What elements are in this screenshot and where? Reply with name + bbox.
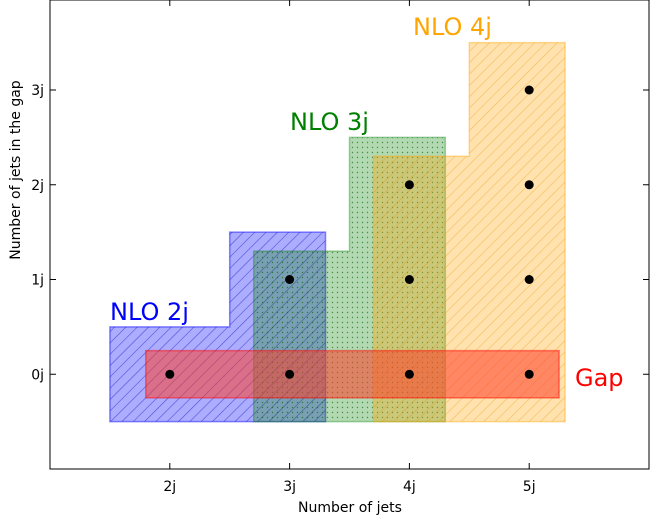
data-point	[404, 275, 414, 284]
data-point	[524, 180, 534, 190]
points-layer	[165, 85, 534, 379]
label-nlo-2j: NLO 2j	[110, 298, 189, 326]
x-tick-label: 2j	[163, 479, 176, 495]
data-point	[165, 369, 175, 379]
data-point	[285, 275, 295, 284]
x-axis-label: Number of jets	[298, 500, 402, 516]
y-tick-label: 0j	[31, 367, 44, 383]
label-nlo-4j: NLO 4j	[413, 13, 492, 41]
x-tick-label: 4j	[403, 479, 416, 495]
region-nlo-4j	[372, 41, 566, 423]
label-gap: Gap	[575, 364, 624, 392]
data-point	[404, 180, 414, 190]
data-point	[524, 369, 534, 379]
data-point	[524, 85, 534, 95]
data-point	[404, 369, 414, 379]
region-gap	[145, 349, 560, 399]
regions-layer	[109, 41, 566, 423]
data-point	[524, 275, 534, 284]
y-tick-label: 3j	[31, 83, 44, 99]
ticks-layer: 2j 3j 4j 5j 0j 1j 2j 3j	[31, 0, 649, 495]
label-nlo-3j: NLO 3j	[290, 108, 369, 136]
x-tick-label: 5j	[523, 479, 536, 495]
data-point	[285, 369, 295, 379]
y-tick-label: 2j	[31, 178, 44, 194]
y-axis-label: Number of jets in the gap	[8, 80, 24, 259]
x-tick-label: 3j	[283, 479, 296, 495]
plot-frame	[49, 0, 650, 470]
annotation-layer: NLO 2j NLO 3j NLO 4j Gap	[110, 13, 624, 392]
y-tick-label: 1j	[31, 273, 44, 289]
